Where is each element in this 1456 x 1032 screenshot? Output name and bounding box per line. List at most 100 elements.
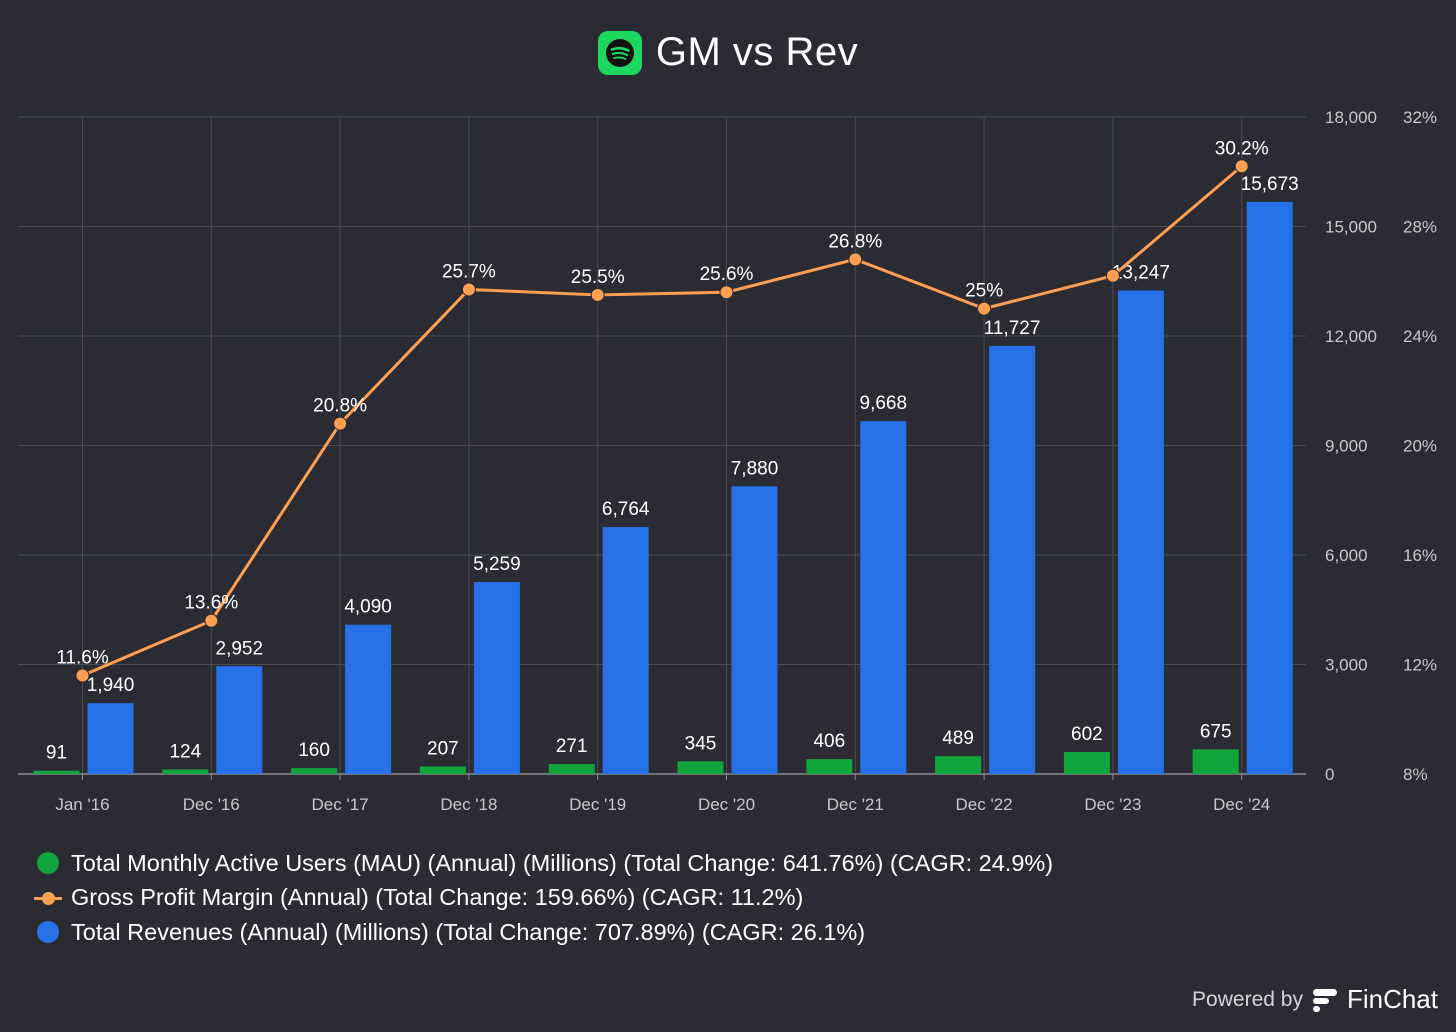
chart-title: GM vs Rev	[655, 30, 859, 74]
x-tick-label: Dec '21	[827, 795, 884, 814]
legend-marker-revenue-icon	[34, 920, 62, 944]
bar-mau	[935, 756, 982, 774]
finchat-logo-icon	[1311, 986, 1339, 1014]
y-right-tick-label: 8%	[1403, 765, 1428, 784]
data-label-mau: 489	[942, 728, 974, 749]
data-label-mau: 602	[1071, 724, 1103, 745]
point-gross-margin	[977, 301, 992, 316]
y-left-tick-label: 6,000	[1325, 546, 1368, 565]
point-gross-margin	[333, 416, 348, 431]
finchat-brand[interactable]: FinChat	[1346, 984, 1438, 1014]
legend-label-gross-margin: Gross Profit Margin (Annual) (Total Chan…	[71, 884, 804, 911]
point-gross-margin	[719, 285, 734, 300]
bar-mau	[677, 761, 724, 774]
legend-marker-gross-margin-icon	[34, 886, 62, 910]
data-label-revenue: 5,259	[473, 554, 521, 575]
point-gross-margin	[461, 282, 476, 297]
x-tick-label: Dec '16	[183, 795, 240, 814]
legend-label-revenue: Total Revenues (Annual) (Millions) (Tota…	[71, 918, 866, 945]
bar-revenue	[860, 421, 907, 774]
bar-mau	[419, 766, 466, 774]
chart-header: GM vs Rev	[0, 30, 1456, 75]
y-left-tick-label: 18,000	[1325, 108, 1377, 127]
x-tick-label: Dec '18	[440, 795, 497, 814]
y-right-tick-label: 24%	[1403, 327, 1437, 346]
data-label-revenue: 13,247	[1112, 262, 1170, 283]
data-label-gross-margin: 25%	[965, 281, 1003, 302]
y-right-tick-label: 12%	[1403, 656, 1437, 675]
x-tick-label: Dec '17	[312, 795, 369, 814]
data-label-mau: 675	[1200, 721, 1232, 742]
x-tick-label: Dec '22	[956, 795, 1013, 814]
y-left-tick-label: 3,000	[1325, 656, 1368, 675]
data-label-mau: 160	[298, 740, 330, 761]
data-label-gross-margin: 30.2%	[1215, 138, 1269, 159]
bar-mau	[33, 770, 80, 774]
chart-legend: Total Monthly Active Users (MAU) (Annual…	[34, 846, 1053, 950]
bar-mau	[806, 759, 853, 774]
x-tick-label: Dec '20	[698, 795, 755, 814]
y-right-tick-label: 16%	[1403, 546, 1437, 565]
point-gross-margin	[204, 613, 219, 628]
y-right-tick-label: 20%	[1403, 437, 1437, 456]
y-right-tick-label: 32%	[1403, 108, 1437, 127]
data-label-gross-margin: 26.8%	[828, 231, 882, 252]
x-tick-label: Dec '24	[1213, 795, 1270, 814]
bar-revenue	[1117, 290, 1164, 774]
data-label-gross-margin: 11.6%	[56, 647, 109, 668]
x-tick-label: Dec '19	[569, 795, 626, 814]
legend-item-revenue[interactable]: Total Revenues (Annual) (Millions) (Tota…	[34, 915, 1053, 950]
data-label-revenue: 1,940	[87, 675, 135, 696]
data-label-revenue: 6,764	[602, 499, 650, 520]
bar-mau	[291, 768, 338, 774]
data-label-revenue: 2,952	[216, 638, 264, 659]
bar-revenue	[216, 666, 263, 774]
data-label-revenue: 15,673	[1241, 174, 1299, 195]
chart-plot: 0 8% 3,000 12% 6,000 16% 9,000 20% 12,000 24% 15,0…	[18, 108, 1437, 814]
legend-label-mau: Total Monthly Active Users (MAU) (Annual…	[71, 849, 1054, 876]
data-label-mau: 207	[427, 738, 459, 759]
bar-revenue	[473, 582, 520, 774]
bar-revenue	[731, 486, 778, 774]
x-tick-label: Dec '23	[1084, 795, 1141, 814]
data-label-gross-margin: 20.8%	[313, 396, 367, 417]
legend-item-gross-margin[interactable]: Gross Profit Margin (Annual) (Total Chan…	[34, 881, 1053, 916]
point-gross-margin	[1234, 159, 1249, 174]
data-label-gross-margin: 25.6%	[700, 264, 754, 285]
line-gross-margin	[81, 165, 1243, 677]
legend-marker-mau-icon	[34, 851, 62, 875]
y-left-tick-label: 9,000	[1325, 437, 1368, 456]
bar-mau	[162, 769, 209, 774]
bar-revenue	[345, 624, 392, 774]
bar-mau	[1063, 752, 1110, 774]
data-label-revenue: 9,668	[860, 393, 908, 414]
point-gross-margin	[590, 287, 605, 302]
y-left-tick-label: 12,000	[1325, 327, 1377, 346]
data-label-gross-margin: 13.6%	[184, 593, 238, 614]
data-label-revenue: 11,727	[984, 318, 1041, 339]
data-label-mau: 91	[46, 743, 67, 764]
bar-revenue	[1246, 201, 1293, 775]
point-gross-margin	[1105, 268, 1120, 283]
data-label-revenue: 7,880	[731, 458, 779, 479]
y-right-tick-label: 28%	[1403, 218, 1437, 237]
bar-revenue	[989, 345, 1036, 774]
bar-mau	[548, 764, 595, 774]
data-label-mau: 406	[813, 731, 845, 752]
legend-item-mau[interactable]: Total Monthly Active Users (MAU) (Annual…	[34, 846, 1053, 881]
y-left-tick-label: 15,000	[1325, 218, 1377, 237]
powered-by-text: Powered by	[1192, 987, 1303, 1011]
data-label-revenue: 4,090	[344, 597, 392, 618]
bar-revenue	[87, 703, 134, 774]
spotify-icon	[597, 30, 642, 75]
bar-revenue	[602, 527, 649, 774]
data-label-mau: 271	[556, 736, 588, 757]
data-label-gross-margin: 25.5%	[571, 267, 625, 288]
bar-mau	[1192, 749, 1239, 774]
point-gross-margin	[75, 668, 90, 683]
data-label-mau: 345	[685, 733, 717, 754]
data-label-gross-margin: 25.7%	[442, 261, 496, 282]
footer-attribution: Powered by FinChat	[1192, 984, 1438, 1015]
y-left-tick-label: 0	[1325, 765, 1334, 784]
point-gross-margin	[848, 252, 863, 267]
